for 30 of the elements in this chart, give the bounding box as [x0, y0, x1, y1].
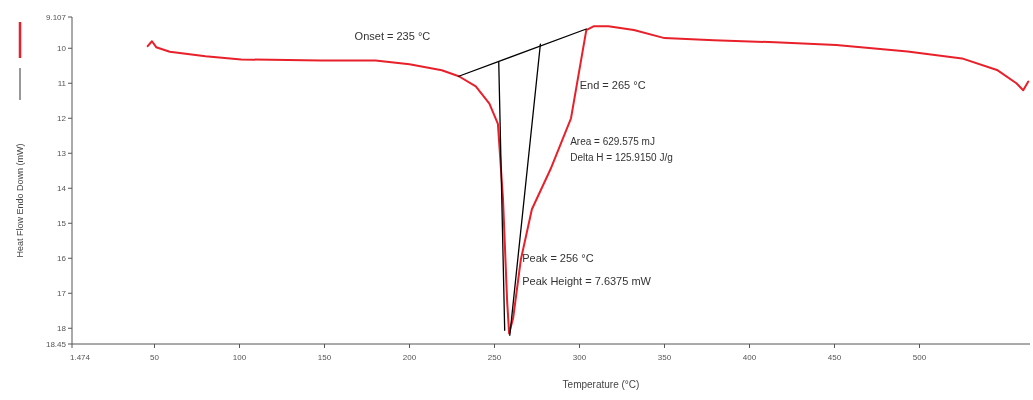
y-tick-label: 15 [57, 219, 67, 229]
x-tick-label: 50 [150, 353, 160, 362]
annotation: Area = 629.575 mJ [570, 135, 655, 147]
y-tick-label: 18 [57, 324, 67, 334]
annotation: Peak Height = 7.6375 mW [522, 275, 652, 288]
annotation: Delta H = 125.9150 J/g [570, 151, 673, 163]
y-tick-label: 16 [57, 254, 67, 264]
annotation: Peak = 256 °C [522, 252, 594, 265]
x-tick-label: 1.474 [69, 353, 91, 362]
annotation: End = 265 °C [579, 78, 646, 91]
x-tick-label: 400 [742, 353, 757, 362]
y-tick-label: 14 [57, 184, 67, 194]
x-tick-label: 150 [317, 353, 332, 362]
y-tick-label: 12 [57, 114, 67, 124]
y-tick-label: 11 [57, 79, 67, 89]
y-tick-label: 10 [57, 44, 67, 54]
x-tick-label: 100 [232, 353, 247, 362]
x-tick-label: 300 [572, 353, 587, 362]
x-tick-label: 500 [912, 353, 927, 362]
y-tick-label: 17 [57, 289, 67, 299]
x-tick-label: 200 [402, 353, 417, 362]
y-tick-label: 9.107 [45, 13, 67, 22]
annotation: Onset = 235 °C [354, 29, 431, 42]
x-tick-label: 250 [487, 353, 502, 362]
y-tick-label: 13 [57, 149, 67, 159]
x-axis-title: Temperature (°C) [562, 379, 640, 390]
x-tick-label: 350 [657, 353, 672, 362]
y-tick-label: 18.45 [45, 340, 67, 349]
y-axis-title: Heat Flow Endo Down (mW) [15, 143, 25, 258]
x-tick-label: 450 [827, 353, 842, 362]
